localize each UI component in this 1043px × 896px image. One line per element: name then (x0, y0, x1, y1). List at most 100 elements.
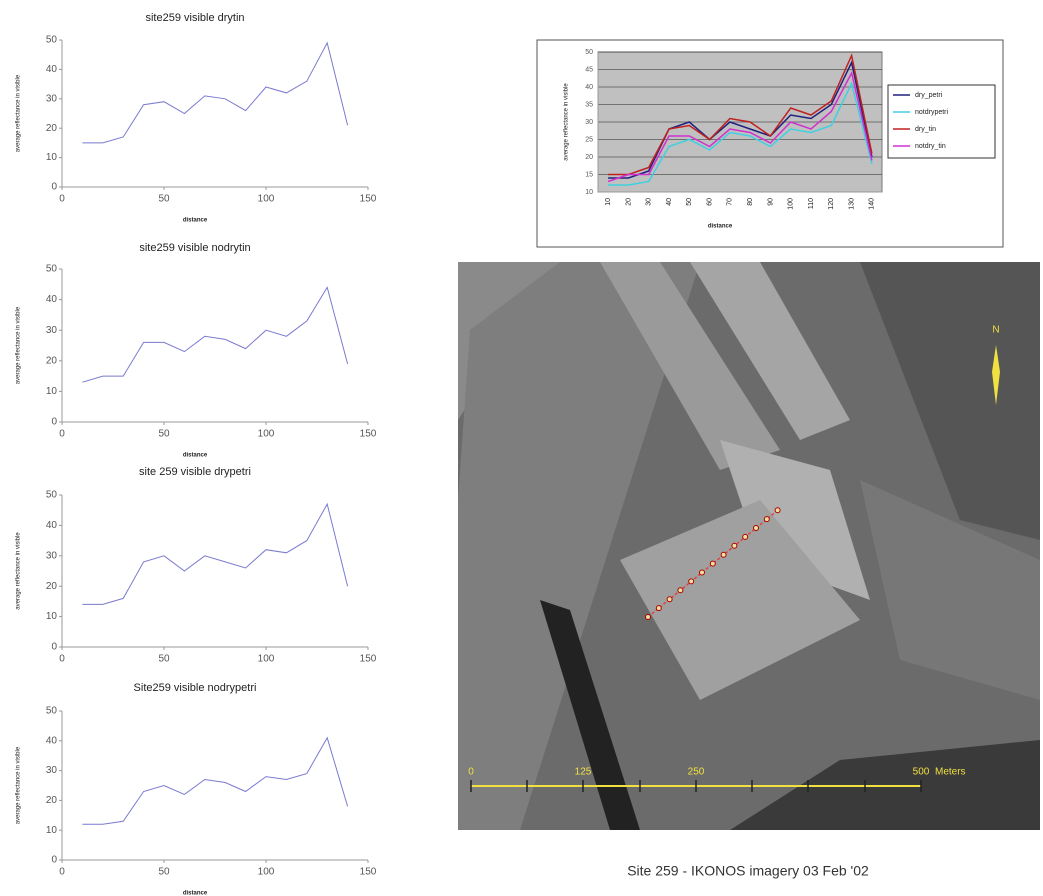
legend-label: dry_tin (915, 126, 936, 133)
data-line (82, 736, 349, 825)
y-tick-label: 20 (46, 795, 58, 806)
x-axis-label: distance (183, 453, 208, 459)
data-line (608, 81, 873, 186)
transect-point (709, 560, 716, 567)
transect-point (688, 578, 695, 585)
data-line (607, 70, 873, 183)
y-tick-label: 30 (46, 550, 58, 561)
y-tick-label: 10 (46, 386, 58, 397)
chart-title: site259 visible drytin (145, 12, 244, 24)
field (860, 480, 1040, 700)
y-tick-label: 50 (46, 264, 58, 275)
y-tick-label: 30 (585, 119, 593, 126)
y-tick-label: 10 (585, 189, 593, 196)
x-tick-label: 150 (360, 429, 377, 440)
y-tick-label: 20 (585, 154, 593, 161)
transect-point (655, 605, 662, 612)
y-tick-label: 40 (46, 64, 58, 75)
x-tick-label: 80 (747, 198, 754, 206)
y-tick-label: 40 (46, 294, 58, 305)
x-axis-label: distance (708, 224, 733, 230)
y-tick-label: 40 (585, 84, 593, 91)
x-tick-label: 100 (258, 429, 275, 440)
x-tick-label: 50 (158, 654, 170, 665)
y-tick-label: 30 (46, 765, 58, 776)
x-tick-label: 110 (808, 198, 815, 209)
y-tick-label: 45 (585, 66, 593, 73)
field (720, 440, 870, 600)
satellite-image: N (458, 262, 1040, 830)
y-tick-label: 50 (46, 706, 58, 717)
scale-label: 0 (468, 767, 474, 778)
x-tick-label: 120 (828, 198, 835, 210)
x-tick-label: 10 (605, 198, 612, 206)
x-tick-label: 50 (158, 194, 170, 205)
chart-title: site 259 visible drypetri (139, 466, 251, 478)
y-tick-label: 20 (46, 123, 58, 134)
x-tick-label: 130 (848, 198, 855, 210)
transect-point (666, 596, 673, 603)
x-tick-label: 40 (666, 198, 673, 206)
y-tick-label: 25 (585, 136, 593, 143)
y-axis-label: average reflectance in visible (16, 746, 22, 824)
y-tick-label: 50 (585, 49, 593, 56)
y-tick-label: 0 (51, 182, 57, 193)
y-tick-label: 0 (51, 855, 57, 866)
transect-point (753, 525, 759, 531)
x-tick-label: 50 (686, 198, 693, 206)
y-axis-label: average reflectance in visible (16, 74, 22, 152)
y-tick-label: 10 (46, 825, 58, 836)
transect-point (720, 551, 727, 558)
field (690, 262, 850, 440)
y-tick-label: 30 (46, 325, 58, 336)
x-tick-label: 70 (727, 198, 734, 206)
y-tick-label: 10 (46, 152, 58, 163)
x-tick-label: 0 (59, 429, 65, 440)
data-line (82, 41, 349, 144)
x-axis-label: distance (183, 891, 208, 896)
road (540, 600, 640, 830)
x-tick-label: 60 (706, 198, 713, 206)
y-tick-label: 10 (46, 611, 58, 622)
field (620, 500, 860, 700)
x-tick-label: 50 (158, 429, 170, 440)
x-tick-label: 30 (646, 198, 653, 206)
y-tick-label: 35 (585, 101, 593, 108)
transect-point (774, 507, 781, 514)
y-tick-label: 15 (585, 171, 593, 178)
scale-ticks (470, 780, 922, 792)
x-tick-label: 100 (788, 198, 795, 210)
data-line (608, 53, 873, 176)
x-tick-label: 0 (59, 194, 65, 205)
y-tick-label: 40 (46, 735, 58, 746)
legend-label: dry_petri (915, 92, 943, 99)
transect-point (731, 542, 738, 549)
y-tick-label: 50 (46, 490, 58, 501)
y-tick-label: 30 (46, 93, 58, 104)
y-axis-label: average reflectance in visible (16, 532, 22, 610)
x-tick-label: 90 (767, 198, 774, 206)
x-tick-label: 100 (258, 867, 275, 878)
scale-label: 125 (575, 767, 592, 778)
y-tick-label: 0 (51, 642, 57, 653)
x-tick-label: 100 (258, 194, 275, 205)
scale-label: 500 (913, 767, 930, 778)
scale-label: 250 (688, 767, 705, 778)
transect-point (763, 516, 770, 523)
transect-points (645, 507, 781, 620)
x-tick-label: 150 (360, 654, 377, 665)
x-tick-label: 140 (869, 198, 876, 210)
north-label: N (992, 325, 999, 336)
y-axis-label: average reflectance in visible (564, 83, 570, 161)
north-arrow (992, 345, 1000, 405)
x-tick-label: 0 (59, 867, 65, 878)
data-line (82, 286, 349, 383)
transect-point (742, 533, 749, 540)
scale-unit: Meters (935, 767, 966, 778)
x-axis-label: distance (183, 218, 208, 224)
field (458, 262, 700, 830)
chart-title: site259 visible nodrytin (139, 242, 250, 254)
y-axis-label: average reflectance in visible (16, 306, 22, 384)
y-tick-label: 0 (51, 417, 57, 428)
